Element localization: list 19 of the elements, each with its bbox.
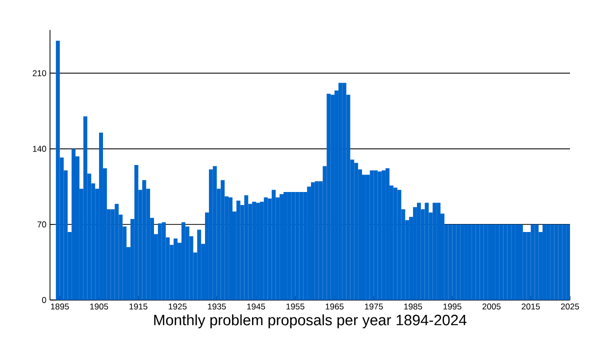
y-tick-label: 210	[32, 70, 46, 76]
x-tick-label: 2005	[482, 304, 501, 310]
x-tick-label: 1995	[443, 304, 462, 310]
x-tick-label: 1955	[286, 304, 304, 310]
y-tick-label: 140	[32, 146, 46, 152]
x-tick-label: 1935	[208, 304, 226, 310]
x-tick-label: 2015	[522, 304, 540, 310]
x-tick-label: 1985	[404, 304, 422, 310]
x-tick-label: 1975	[365, 304, 383, 310]
x-axis-title: Monthly problem proposals per year 1894-2024	[154, 314, 467, 328]
x-tick-label: 1905	[90, 304, 108, 310]
y-tick-label: 0	[42, 297, 46, 303]
x-tick-label: 1915	[130, 304, 148, 310]
y-tick-label: 70	[38, 221, 46, 228]
x-tick-label: 1965	[326, 304, 344, 310]
x-tick-label: 1895	[51, 304, 69, 310]
x-tick-label: 1925	[168, 304, 187, 310]
x-tick-label: 1945	[247, 304, 266, 310]
x-tick-label: 2025	[561, 304, 580, 310]
